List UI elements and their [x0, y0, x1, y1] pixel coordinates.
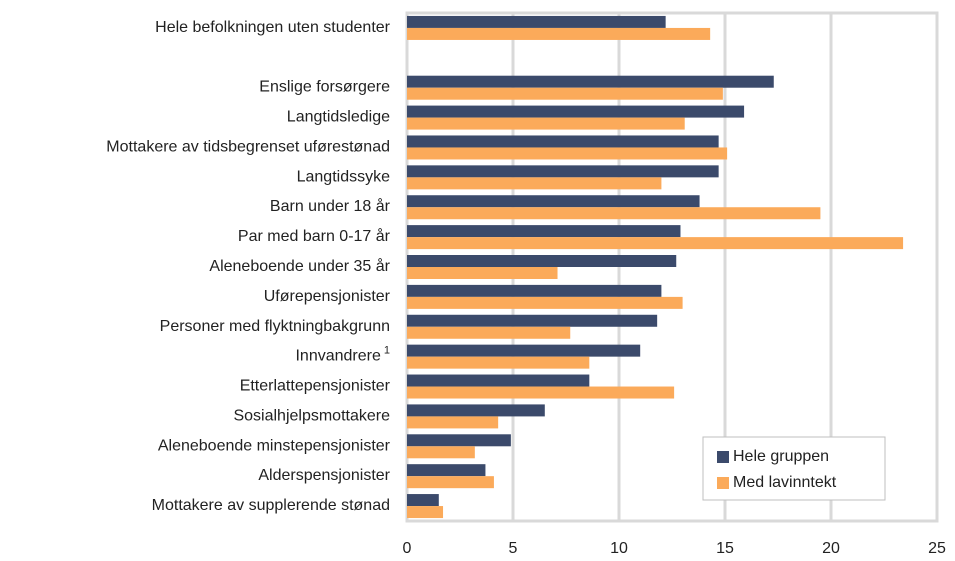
bar: [407, 237, 904, 250]
category-text: Alderspensjonister: [258, 467, 390, 484]
category-label: Alderspensjonister: [258, 467, 390, 484]
category-text: Hele befolkningen uten studenter: [155, 19, 391, 36]
category-text: Enslige forsørgere: [259, 79, 390, 96]
legend-swatch: [717, 477, 729, 489]
bar: [407, 374, 590, 387]
category-label: Uførepensjonister: [264, 288, 391, 305]
bar: [407, 207, 821, 220]
bar: [407, 404, 545, 417]
category-label: Sosialhjelpsmottakere: [233, 408, 390, 425]
bar: [407, 494, 439, 507]
category-text: Uførepensjonister: [264, 288, 391, 305]
category-text: Sosialhjelpsmottakere: [233, 408, 390, 425]
bar: [407, 464, 486, 477]
bar: [407, 416, 499, 429]
bar: [407, 506, 444, 519]
bar: [407, 117, 685, 130]
bar: [407, 15, 666, 28]
category-label: Etterlattepensjonister: [240, 378, 391, 395]
category-text: Aleneboende under 35 år: [209, 257, 390, 275]
bar: [407, 476, 494, 489]
category-label: Personer med flyktningbakgrunn: [160, 318, 390, 335]
bar: [407, 314, 658, 327]
bar: [407, 386, 675, 399]
bar: [407, 147, 728, 160]
bar: [407, 434, 511, 447]
bar: [407, 177, 662, 190]
category-label: Langtidssyke: [297, 169, 390, 186]
legend-box: [702, 436, 886, 501]
category-text: Langtidssyke: [297, 169, 390, 186]
legend-swatch: [717, 451, 729, 463]
category-text: Innvandrere: [295, 348, 380, 365]
x-tick-label: 5: [509, 540, 518, 557]
category-label: Mottakere av supplerende stønad: [152, 497, 390, 514]
bar: [407, 225, 681, 238]
category-label: Langtidsledige: [287, 109, 390, 126]
category-text: Mottakere av tidsbegrenset uførestønad: [106, 139, 390, 156]
bar: [407, 75, 774, 88]
bar: [407, 105, 745, 118]
bar: [407, 267, 558, 279]
x-tick-label: 20: [822, 540, 840, 557]
bar: [407, 446, 475, 459]
bar: [407, 27, 711, 40]
category-text: Aleneboende minstepensjonister: [158, 438, 391, 455]
x-tick-label: 10: [610, 540, 628, 557]
category-label: Aleneboende under 35 år: [209, 257, 390, 275]
category-text: Par med barn 0-17 år: [238, 227, 391, 245]
category-label: Par med barn 0-17 år: [238, 227, 391, 245]
category-text: Etterlattepensjonister: [240, 378, 391, 395]
bar: [407, 195, 700, 208]
category-text: Personer med flyktningbakgrunn: [160, 318, 390, 335]
x-tick-label: 0: [403, 540, 412, 557]
category-label: Aleneboende minstepensjonister: [158, 438, 391, 455]
category-label: Hele befolkningen uten studenter: [155, 19, 391, 36]
bar: [407, 344, 641, 357]
bar: [407, 135, 719, 148]
legend-label: Med lavinntekt: [733, 474, 837, 491]
x-tick-label: 25: [928, 540, 946, 557]
category-label: Innvandrere 1: [295, 345, 390, 365]
bar: [407, 284, 662, 297]
bar: [407, 326, 571, 339]
legend-label: Hele gruppen: [733, 448, 829, 465]
bar: [407, 356, 590, 369]
category-label: Enslige forsørgere: [259, 79, 390, 96]
category-text: Barn under 18 år: [270, 197, 391, 215]
bar: [407, 87, 723, 100]
x-tick-label: 15: [716, 540, 734, 557]
bar: [407, 296, 683, 309]
bar: [407, 165, 719, 178]
category-label: Barn under 18 år: [270, 197, 391, 215]
bar: [407, 255, 677, 267]
category-text: Mottakere av supplerende stønad: [152, 497, 390, 514]
category-label: Mottakere av tidsbegrenset uførestønad: [106, 139, 390, 156]
category-text: Langtidsledige: [287, 109, 390, 126]
footnote-mark: 1: [384, 345, 390, 357]
